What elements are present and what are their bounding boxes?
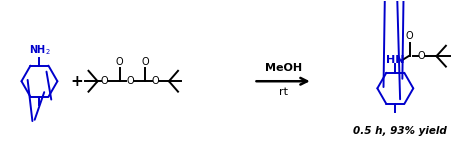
Text: +: +: [70, 74, 82, 89]
Text: O: O: [101, 76, 109, 86]
Text: NH$_2$: NH$_2$: [28, 43, 50, 57]
Text: HN: HN: [386, 55, 405, 65]
Text: MeOH: MeOH: [264, 63, 301, 73]
Text: 0.5 h, 93% yield: 0.5 h, 93% yield: [353, 126, 447, 136]
Text: O: O: [406, 32, 413, 41]
Text: O: O: [127, 76, 134, 86]
Text: O: O: [116, 57, 124, 67]
Text: O: O: [152, 76, 160, 86]
Text: rt: rt: [279, 87, 288, 97]
Text: O: O: [142, 57, 149, 67]
Text: O: O: [418, 51, 425, 61]
